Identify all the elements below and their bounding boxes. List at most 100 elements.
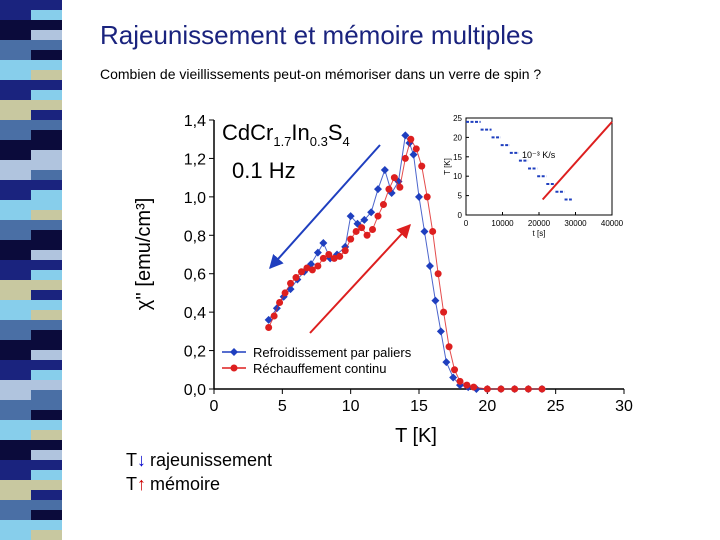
data-point bbox=[524, 385, 532, 393]
data-point bbox=[313, 248, 322, 257]
stripe-block bbox=[31, 110, 62, 120]
stripe-block bbox=[31, 150, 62, 160]
data-point bbox=[352, 227, 360, 235]
stripe-block bbox=[31, 370, 62, 380]
series-heating bbox=[265, 135, 546, 393]
data-point bbox=[314, 262, 322, 270]
data-point bbox=[270, 312, 278, 320]
stripe-block bbox=[31, 50, 62, 60]
inset-y-tick-label: 5 bbox=[458, 192, 463, 201]
data-point bbox=[360, 215, 369, 224]
stripe-block bbox=[31, 530, 62, 540]
inset-x-label: t [s] bbox=[533, 229, 546, 238]
data-point bbox=[418, 162, 426, 170]
x-tick-label: 5 bbox=[278, 398, 287, 415]
data-point bbox=[449, 373, 458, 382]
stripe-block bbox=[31, 390, 62, 400]
inset-y-label: T [K] bbox=[443, 158, 452, 175]
note-prefix: T bbox=[126, 450, 137, 470]
slide-title: Rajeunissement et mémoire multiples bbox=[100, 20, 534, 50]
data-point bbox=[431, 296, 440, 305]
stripe-block bbox=[31, 130, 62, 140]
stripe-block bbox=[31, 450, 62, 460]
note-memory: T↑ mémoire bbox=[126, 474, 220, 495]
data-point bbox=[429, 227, 437, 235]
y-tick-label: 0,0 bbox=[184, 382, 206, 399]
compound-label: CdCr1.7In0.3S4 bbox=[222, 120, 350, 149]
inset-y-tick-label: 25 bbox=[453, 114, 462, 123]
y-tick-label: 0,4 bbox=[184, 305, 206, 322]
data-point bbox=[470, 383, 478, 391]
stripe-block bbox=[31, 170, 62, 180]
data-point bbox=[264, 315, 273, 324]
stripe-block bbox=[31, 30, 62, 40]
stripe-block bbox=[31, 210, 62, 220]
data-point bbox=[445, 343, 453, 351]
legend-marker bbox=[230, 348, 238, 356]
inset-x-tick-label: 40000 bbox=[601, 219, 624, 228]
data-point bbox=[412, 145, 420, 153]
inset-chart: 0 10000 20000 30000 40000 0 5 10 15 20 25 t [s] T [K… bbox=[443, 114, 624, 238]
data-point bbox=[407, 135, 415, 143]
y-tick-label: 1,4 bbox=[184, 113, 206, 130]
data-point bbox=[401, 131, 410, 140]
x-tick-label: 15 bbox=[410, 398, 428, 415]
y-tick-label: 0,2 bbox=[184, 344, 206, 361]
data-point bbox=[436, 327, 445, 336]
data-point bbox=[347, 235, 355, 243]
inset-x-tick-label: 10000 bbox=[491, 219, 514, 228]
arrow-up-icon: ↑ bbox=[137, 474, 146, 494]
x-tick-label: 10 bbox=[342, 398, 360, 415]
note-rejuvenation: T↓ rajeunissement bbox=[126, 450, 272, 471]
data-point bbox=[440, 308, 448, 316]
y-tick-label: 0,8 bbox=[184, 228, 206, 245]
data-point bbox=[380, 165, 389, 174]
data-point bbox=[409, 150, 418, 159]
inset-frame bbox=[465, 117, 613, 216]
data-point bbox=[442, 358, 451, 367]
x-tick-label: 25 bbox=[547, 398, 565, 415]
data-point bbox=[358, 224, 366, 232]
data-point bbox=[385, 185, 393, 193]
y-axis-label: χ'' [emu/cm³] bbox=[133, 198, 155, 311]
data-point bbox=[287, 279, 295, 287]
data-point bbox=[390, 174, 398, 182]
data-point bbox=[281, 289, 289, 297]
data-point bbox=[423, 193, 431, 201]
stripe-block bbox=[31, 430, 62, 440]
stripe-block bbox=[31, 290, 62, 300]
cooling-trend-arrow bbox=[269, 144, 381, 270]
legend-label: Réchauffement continu bbox=[253, 361, 386, 376]
data-point bbox=[369, 226, 377, 234]
data-point bbox=[511, 385, 519, 393]
frequency-label: 0.1 Hz bbox=[232, 158, 296, 183]
stripe-block bbox=[31, 250, 62, 260]
data-point bbox=[451, 366, 459, 374]
stripe-block bbox=[31, 490, 62, 500]
data-point bbox=[297, 268, 305, 276]
stripe-block bbox=[31, 410, 62, 420]
legend: Refroidissement par paliersRéchauffement… bbox=[222, 345, 412, 376]
data-point bbox=[330, 254, 338, 262]
data-point bbox=[367, 208, 376, 217]
data-point bbox=[538, 385, 546, 393]
data-point bbox=[425, 262, 434, 271]
inset-y-tick-label: 0 bbox=[458, 211, 463, 220]
inset-rate-label: 10⁻³ K/s bbox=[522, 150, 556, 160]
stripe-block bbox=[31, 330, 62, 340]
stripe-block bbox=[31, 90, 62, 100]
legend-label: Refroidissement par paliers bbox=[253, 345, 412, 360]
y-tick-label: 1,2 bbox=[184, 151, 206, 168]
inset-y-tick-label: 15 bbox=[453, 153, 462, 162]
data-point bbox=[415, 192, 423, 201]
stripe-block bbox=[31, 310, 62, 320]
data-point bbox=[374, 185, 382, 194]
x-tick-label: 20 bbox=[478, 398, 496, 415]
inset-x-tick-label: 30000 bbox=[564, 219, 587, 228]
data-point bbox=[363, 231, 371, 239]
inset-heating-line bbox=[541, 121, 613, 201]
note-prefix: T bbox=[126, 474, 137, 494]
inset-x-tick-label: 0 bbox=[464, 219, 469, 228]
stripe-block bbox=[31, 70, 62, 80]
stripe-block bbox=[31, 350, 62, 360]
